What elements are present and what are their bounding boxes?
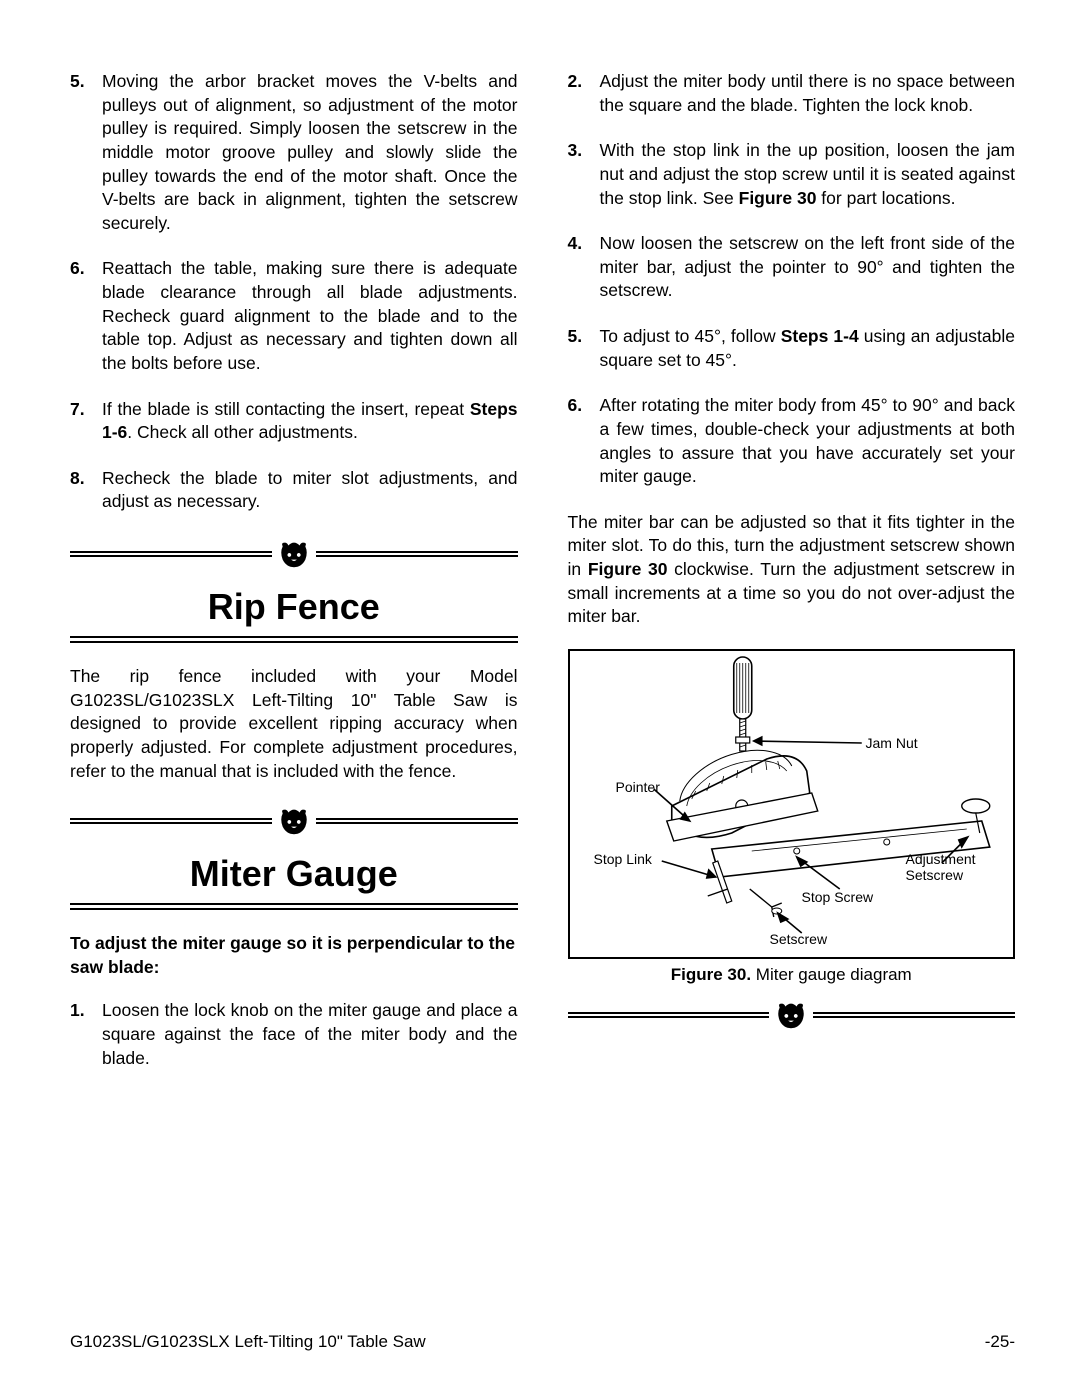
miter-step-4: 4. Now loosen the setscrew on the left f… [568, 232, 1016, 303]
label-jam-nut: Jam Nut [866, 735, 918, 751]
step-5: 5. Moving the arbor bracket moves the V-… [70, 70, 518, 235]
label-pointer: Pointer [616, 779, 660, 795]
double-rule [70, 636, 518, 643]
right-column: 2. Adjust the miter body until there is … [568, 70, 1016, 1302]
miter-step-6: 6. After rotating the miter body from 45… [568, 394, 1016, 489]
bear-logo-icon [773, 997, 809, 1033]
miter-step-1: 1. Loosen the lock knob on the miter gau… [70, 999, 518, 1070]
step-8: 8. Recheck the blade to miter slot adjus… [70, 467, 518, 514]
label-stop-link: Stop Link [594, 851, 652, 867]
divider-logo [70, 536, 518, 572]
footer-right: -25- [985, 1332, 1015, 1352]
double-rule [70, 903, 518, 910]
step-7: 7. If the blade is still contacting the … [70, 398, 518, 445]
divider-logo [568, 997, 1016, 1033]
miter-gauge-title: Miter Gauge [70, 853, 518, 895]
footer-left: G1023SL/G1023SLX Left-Tilting 10" Table … [70, 1332, 426, 1352]
page-footer: G1023SL/G1023SLX Left-Tilting 10" Table … [70, 1332, 1015, 1352]
label-setscrew: Setscrew [770, 931, 828, 947]
left-column: 5. Moving the arbor bracket moves the V-… [70, 70, 518, 1302]
label-adjustment2: Setscrew [906, 867, 964, 883]
divider-logo [70, 803, 518, 839]
rip-fence-para: The rip fence included with your Model G… [70, 665, 518, 783]
figure-30-diagram: Pointer Jam Nut Stop Link Stop Screw Set… [568, 649, 1016, 959]
miter-adjust-intro: To adjust the miter gauge so it is perpe… [70, 932, 518, 979]
step-6: 6. Reattach the table, making sure there… [70, 257, 518, 375]
bear-logo-icon [276, 803, 312, 839]
miter-step-5: 5. To adjust to 45°, follow Steps 1-4 us… [568, 325, 1016, 372]
miter-step-2: 2. Adjust the miter body until there is … [568, 70, 1016, 117]
label-adjustment: Adjustment [906, 851, 976, 867]
miter-step-3: 3. With the stop link in the up position… [568, 139, 1016, 210]
list-continuation: 5. Moving the arbor bracket moves the V-… [70, 70, 518, 514]
miter-bar-para: The miter bar can be adjusted so that it… [568, 511, 1016, 629]
bear-logo-icon [276, 536, 312, 572]
figure-30-caption: Figure 30. Miter gauge diagram [568, 965, 1016, 985]
rip-fence-title: Rip Fence [70, 586, 518, 628]
label-stop-screw: Stop Screw [802, 889, 874, 905]
